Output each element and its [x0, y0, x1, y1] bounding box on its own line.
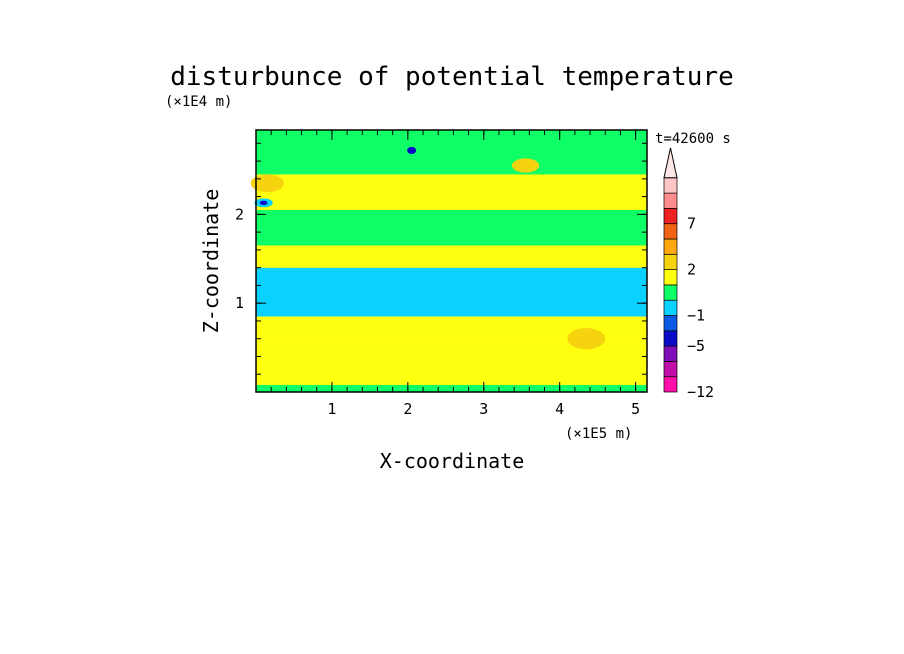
axis-ticks	[256, 130, 647, 392]
axis-tick-labels: 1 2 3 4 5 1 2	[235, 205, 640, 418]
field-band	[256, 267, 647, 317]
x-axis-label: X-coordinate	[380, 449, 525, 473]
colorbar-swatch	[663, 269, 678, 286]
plot-frame	[255, 129, 648, 393]
field-feature	[407, 146, 417, 154]
colorbar-swatch	[663, 208, 678, 225]
colorbar-swatch	[663, 284, 678, 301]
colorbar-extend-arrow	[663, 147, 678, 179]
colorbar-swatch	[663, 330, 678, 347]
time-label: t=42600 s	[655, 131, 731, 147]
colorbar-label: 2	[687, 261, 696, 279]
colorbar-swatch	[663, 253, 678, 270]
colorbar-label: −1	[687, 307, 705, 325]
colorbar-swatch	[663, 376, 678, 393]
x-tick-label: 4	[555, 400, 564, 418]
colorbar-label: 7	[687, 215, 696, 233]
field-feature	[259, 200, 268, 206]
colorbar-label: −5	[687, 337, 705, 355]
x-tick-label: 1	[327, 400, 336, 418]
field-band	[256, 343, 647, 385]
temperature-field	[250, 130, 647, 392]
colorbar-label: −12	[687, 383, 714, 401]
chart-title: disturbunce of potential temperature	[170, 62, 734, 92]
x-tick-label: 2	[403, 400, 412, 418]
colorbar-swatch	[663, 177, 678, 194]
colorbar-swatch	[663, 192, 678, 209]
colorbar-swatch	[663, 299, 678, 316]
x-scale-label: (×1E5 m)	[565, 426, 632, 442]
x-tick-label: 3	[479, 400, 488, 418]
y-scale-label: (×1E4 m)	[165, 94, 232, 110]
field-band	[256, 130, 647, 175]
colorbar-swatch	[663, 223, 678, 240]
field-feature	[511, 158, 540, 173]
y-tick-label: 2	[235, 205, 244, 223]
field-band	[256, 209, 647, 246]
colorbar-swatch	[663, 345, 678, 362]
field-feature	[567, 328, 606, 350]
y-tick-label: 1	[235, 294, 244, 312]
colorbar: 7 2 −1 −5 −12	[663, 147, 714, 401]
plot-area: 1 2 3 4 5 1 2	[235, 129, 648, 418]
colorbar-swatch	[663, 238, 678, 255]
colorbar-swatch	[663, 315, 678, 332]
field-band	[256, 384, 647, 392]
y-axis-label: Z-coordinate	[199, 189, 223, 334]
colorbar-swatch	[663, 361, 678, 378]
x-tick-label: 5	[631, 400, 640, 418]
field-band	[256, 245, 647, 268]
field-band	[256, 174, 647, 210]
